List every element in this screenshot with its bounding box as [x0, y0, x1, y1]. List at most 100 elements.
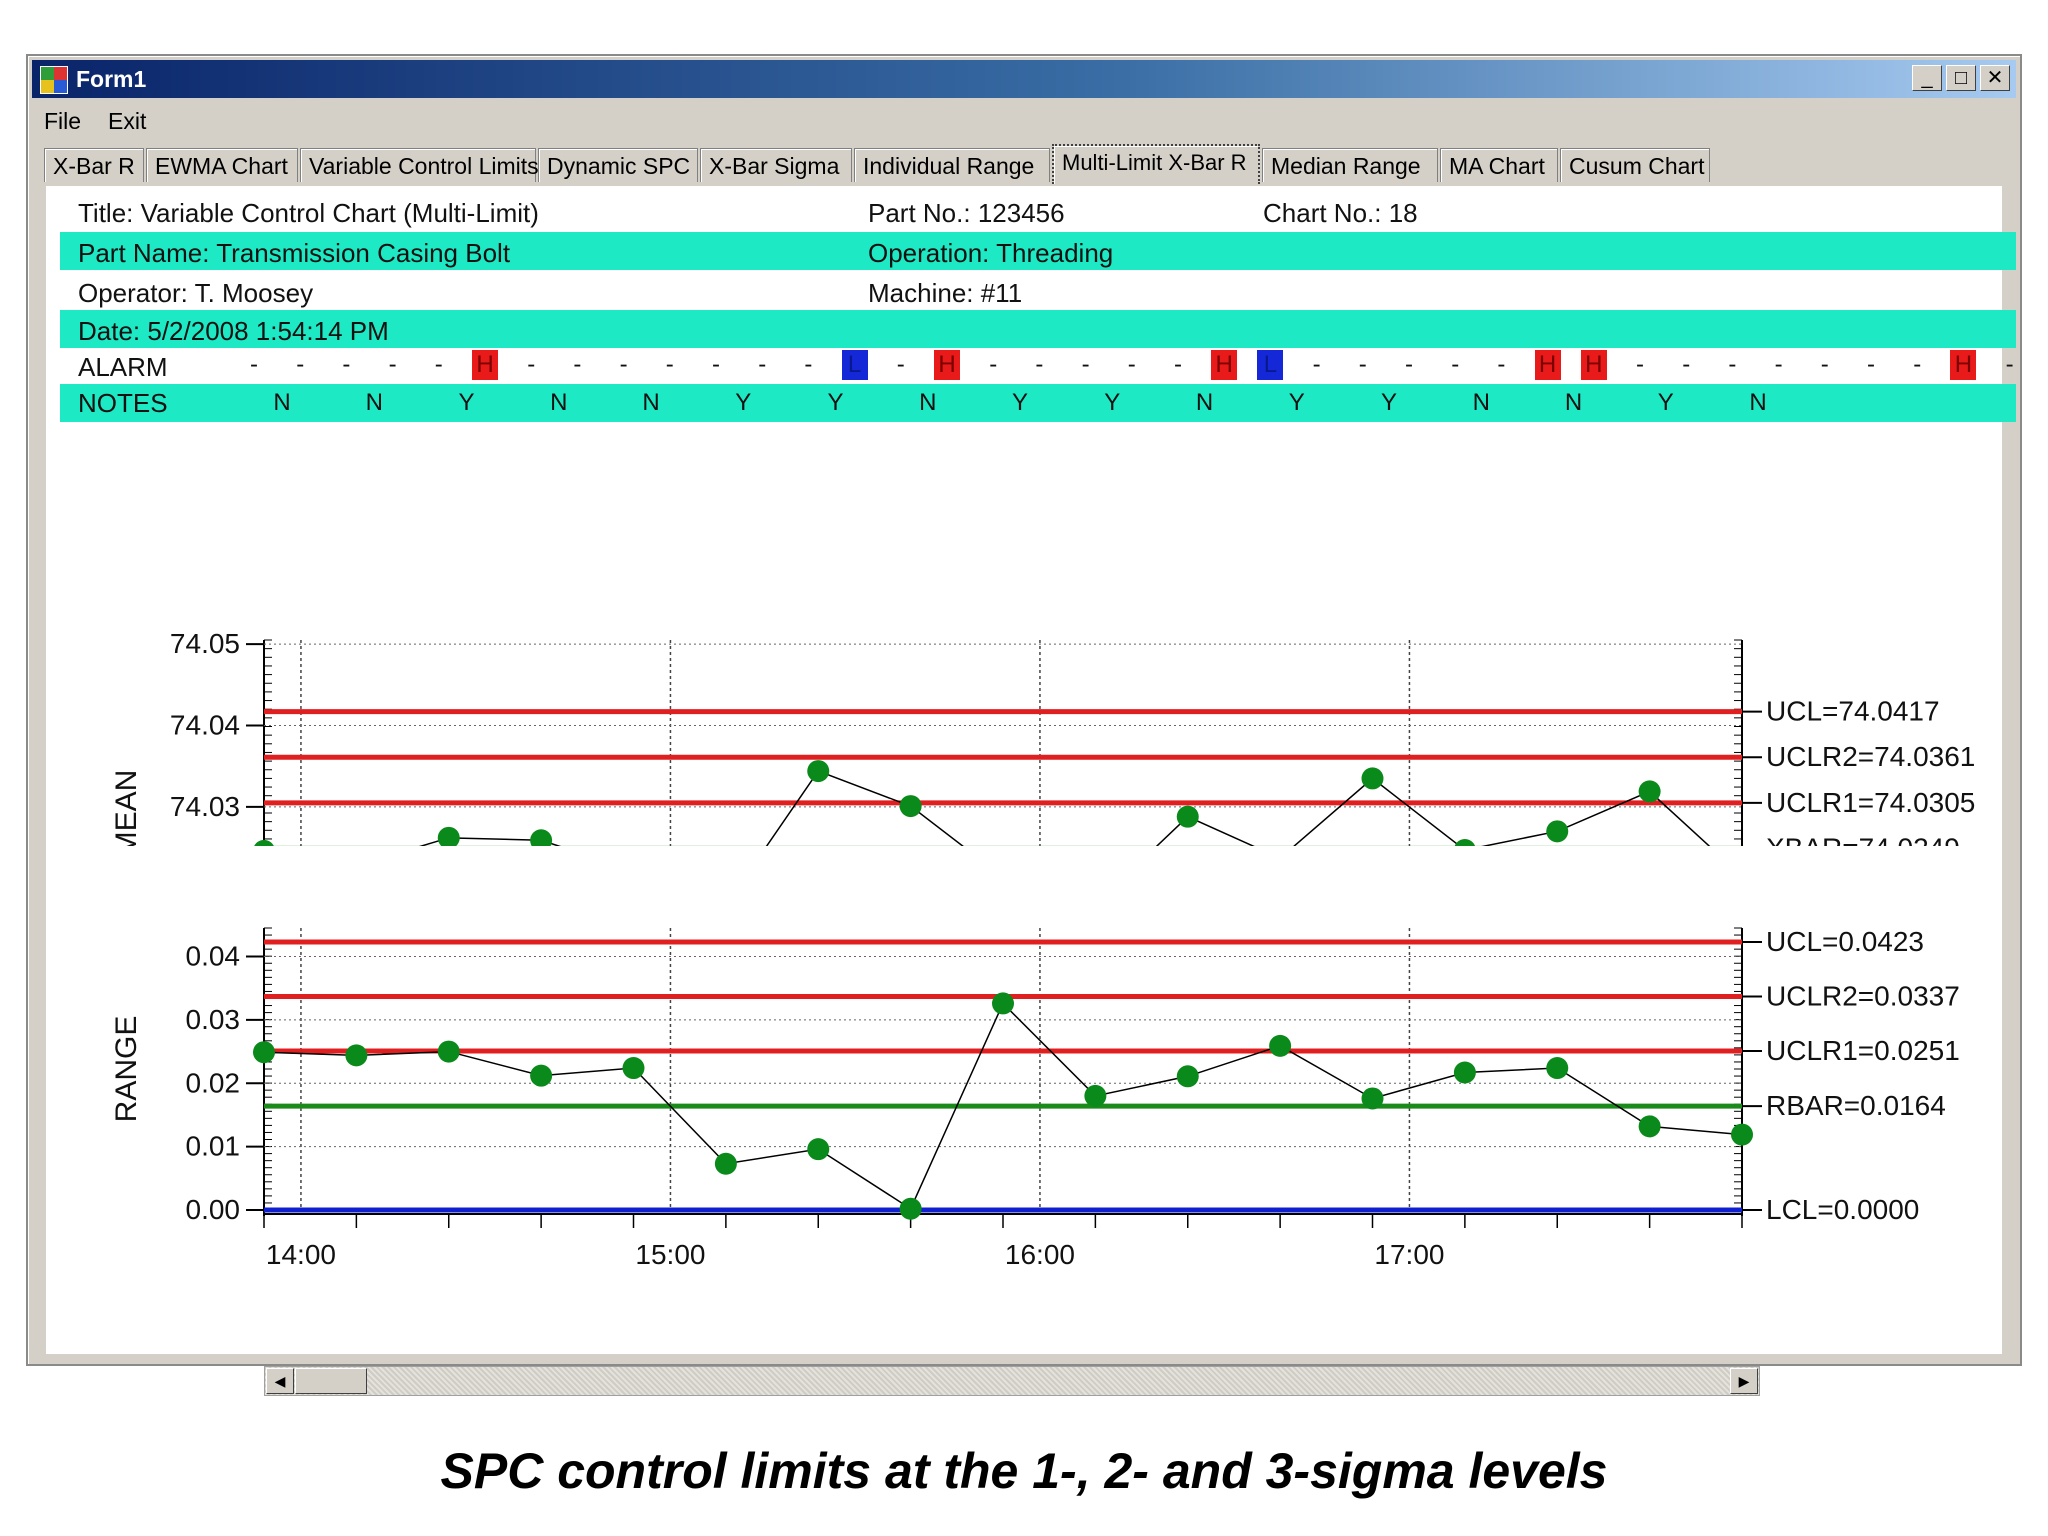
note-cell[interactable]: Y — [1288, 389, 1305, 416]
tab-median-range[interactable]: Median Range — [1262, 148, 1438, 182]
chart-title: Title: Variable Control Chart (Multi-Lim… — [78, 198, 539, 228]
note-cell[interactable]: N — [273, 389, 291, 416]
chart-number: Chart No.: 18 — [1263, 198, 1418, 228]
alarm-cell: - — [1820, 351, 1829, 378]
data-point — [345, 1044, 368, 1067]
tab-ma-chart[interactable]: MA Chart — [1440, 148, 1558, 182]
control-limit-label: UCL=0.0423 — [1766, 926, 1924, 957]
alarm-cell: - — [804, 351, 813, 378]
y-tick-label: 74.05 — [170, 628, 240, 659]
control-limit-label: UCLR2=0.0337 — [1766, 980, 1960, 1011]
header-row-part: Part Name: Transmission Casing Bolt Oper… — [60, 232, 2016, 270]
figure-caption: SPC control limits at the 1-, 2- and 3-s… — [440, 1443, 1608, 1499]
tab-xbar-r[interactable]: X-Bar R — [44, 148, 144, 182]
alarm-cell: - — [296, 351, 305, 378]
note-cell[interactable]: N — [919, 389, 937, 416]
alarm-cell: - — [1867, 351, 1875, 378]
alarm-high-marker: H — [1950, 350, 1977, 380]
alarm-cell: - — [342, 351, 351, 378]
alarm-cell: - — [896, 351, 905, 378]
alarm-cell: - — [527, 351, 536, 378]
data-point — [530, 1064, 553, 1087]
data-point — [1361, 1087, 1384, 1110]
tab-individual-range[interactable]: Individual Range — [854, 148, 1050, 182]
part-number: Part No.: 123456 — [868, 198, 1065, 228]
control-limit-label: UCLR2=74.0361 — [1766, 741, 1975, 772]
data-point — [807, 760, 830, 783]
minimize-button[interactable]: _ — [1912, 65, 1942, 91]
data-point — [1638, 1115, 1661, 1138]
data-point — [992, 992, 1014, 1015]
data-point — [714, 1152, 737, 1175]
data-point — [1453, 1061, 1476, 1084]
alarm-cell: - — [758, 351, 767, 378]
data-point — [437, 1040, 460, 1063]
tab-ewma-chart[interactable]: EWMA Chart — [146, 148, 298, 182]
alarm-high-marker: H — [1580, 350, 1607, 380]
menu-exit[interactable]: Exit — [108, 108, 147, 134]
control-limit-label: UCLR1=0.0251 — [1766, 1035, 1960, 1066]
chart-panel: Title: Variable Control Chart (Multi-Lim… — [46, 186, 2016, 1396]
x-tick-label: 15:00 — [635, 1239, 705, 1270]
range-chart: 0.00 0.01 0.02 0.03 0.04 14:00 15:00 16:00 17:00… — [110, 926, 1960, 1270]
alarm-cell: - — [1358, 351, 1367, 378]
alarm-cell: - — [1312, 351, 1321, 378]
alarm-cell: - — [1497, 351, 1506, 378]
tab-xbar-sigma[interactable]: X-Bar Sigma — [700, 148, 852, 182]
tab-variable-control-limits[interactable]: Variable Control Limits — [300, 148, 539, 182]
control-limit-label: UCL=74.0417 — [1766, 696, 1940, 727]
alarm-high-marker: H — [1534, 350, 1561, 380]
part-name: Part Name: Transmission Casing Bolt — [78, 238, 511, 268]
scroll-right-arrow-icon[interactable]: ▶ — [1730, 1368, 1758, 1394]
note-cell[interactable]: Y — [1011, 389, 1028, 416]
note-cell[interactable]: N — [1749, 389, 1767, 416]
alarm-cell: - — [619, 351, 628, 378]
alarm-cell: - — [1174, 351, 1182, 378]
alarm-low-marker: L — [1257, 350, 1284, 380]
header-row-date: Date: 5/2/2008 1:54:14 PM — [60, 310, 2016, 348]
alarm-cell: - — [1728, 351, 1737, 378]
note-cell[interactable]: Y — [1380, 389, 1397, 416]
alarm-high-marker: H — [472, 350, 498, 380]
menu-bar: File Exit — [32, 102, 2016, 136]
note-cell[interactable]: Y — [1104, 389, 1121, 416]
window-title: Form1 — [76, 66, 147, 92]
note-cell[interactable]: Y — [827, 389, 844, 416]
scrollbar-thumb[interactable] — [295, 1368, 367, 1394]
x-tick-label: 17:00 — [1374, 1239, 1444, 1270]
note-cell[interactable]: N — [1195, 389, 1214, 416]
series-line — [418, 770, 1711, 846]
alarm-cell: - — [1774, 351, 1783, 378]
data-point — [807, 1138, 830, 1161]
alarm-cell: - — [2005, 351, 2014, 378]
y-tick-label: 0.02 — [186, 1067, 241, 1098]
y-tick-label: 0.04 — [186, 941, 241, 972]
note-cell[interactable]: Y — [1657, 389, 1674, 416]
alarm-high-marker: H — [934, 350, 960, 380]
menu-file[interactable]: File — [44, 108, 82, 134]
data-point — [1176, 805, 1199, 828]
note-cell[interactable]: Y — [735, 389, 752, 416]
tab-dynamic-spc[interactable]: Dynamic SPC — [538, 148, 698, 182]
close-button[interactable]: ✕ — [1980, 65, 2010, 91]
data-point — [1454, 839, 1476, 846]
horizontal-scrollbar[interactable]: ◀ ▶ — [264, 1366, 1760, 1396]
note-cell[interactable]: N — [365, 389, 383, 416]
note-cell[interactable]: Y — [458, 389, 475, 416]
scroll-left-arrow-icon[interactable]: ◀ — [266, 1368, 294, 1394]
note-cell[interactable]: N — [1564, 389, 1583, 416]
alarm-cell: - — [1035, 351, 1044, 378]
y-tick-label: 74.03 — [170, 791, 240, 822]
tab-multi-limit-xbar-r[interactable]: Multi-Limit X-Bar R — [1052, 144, 1260, 184]
alarm-cell: - — [250, 351, 258, 378]
y-axis-title: MEAN — [110, 770, 143, 846]
title-bar[interactable]: Form1 _ □ ✕ — [32, 60, 2016, 98]
tab-cusum-chart[interactable]: Cusum Chart — [1560, 148, 1710, 182]
maximize-button[interactable]: □ — [1946, 65, 1976, 91]
note-cell[interactable]: N — [642, 389, 660, 416]
note-cell[interactable]: N — [550, 389, 568, 416]
data-point — [1546, 820, 1569, 843]
alarm-cell: - — [989, 351, 998, 378]
note-cell[interactable]: N — [1472, 389, 1490, 416]
y-tick-label: 0.03 — [186, 1004, 241, 1035]
